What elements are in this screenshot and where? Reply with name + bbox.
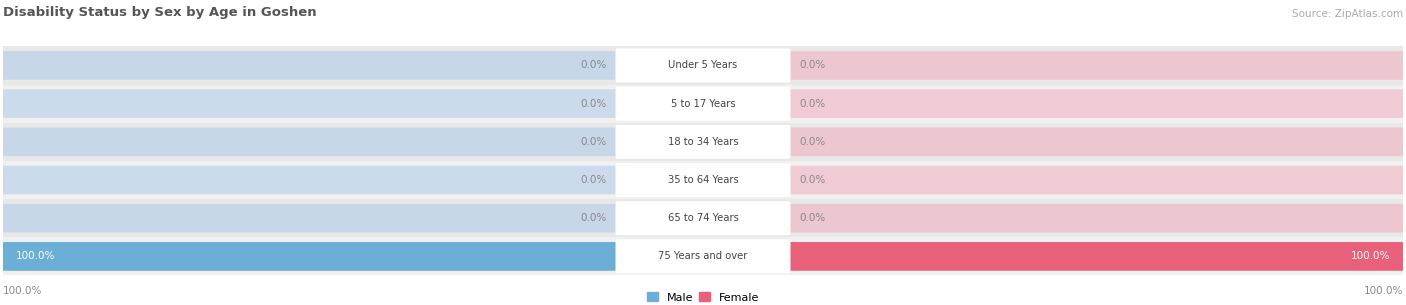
Text: Source: ZipAtlas.com: Source: ZipAtlas.com	[1292, 9, 1403, 19]
Text: Under 5 Years: Under 5 Years	[668, 60, 738, 70]
Text: 0.0%: 0.0%	[800, 60, 825, 70]
FancyBboxPatch shape	[616, 201, 790, 235]
FancyBboxPatch shape	[616, 239, 790, 273]
FancyBboxPatch shape	[789, 127, 1403, 156]
Text: 0.0%: 0.0%	[581, 60, 606, 70]
FancyBboxPatch shape	[616, 125, 790, 159]
Text: 0.0%: 0.0%	[800, 137, 825, 147]
FancyBboxPatch shape	[616, 48, 790, 82]
FancyBboxPatch shape	[789, 242, 1403, 271]
Text: 100.0%: 100.0%	[15, 251, 55, 261]
FancyBboxPatch shape	[3, 242, 617, 271]
Text: 100.0%: 100.0%	[3, 286, 42, 296]
FancyBboxPatch shape	[789, 51, 1403, 80]
Text: 65 to 74 Years: 65 to 74 Years	[668, 213, 738, 223]
FancyBboxPatch shape	[789, 89, 1403, 118]
FancyBboxPatch shape	[789, 242, 1403, 271]
Text: 0.0%: 0.0%	[581, 99, 606, 109]
Text: 75 Years and over: 75 Years and over	[658, 251, 748, 261]
Text: 0.0%: 0.0%	[800, 213, 825, 223]
Text: 18 to 34 Years: 18 to 34 Years	[668, 137, 738, 147]
FancyBboxPatch shape	[3, 204, 617, 232]
Text: 0.0%: 0.0%	[581, 175, 606, 185]
Text: 0.0%: 0.0%	[800, 175, 825, 185]
FancyBboxPatch shape	[789, 166, 1403, 194]
Text: 0.0%: 0.0%	[581, 137, 606, 147]
Text: 5 to 17 Years: 5 to 17 Years	[671, 99, 735, 109]
FancyBboxPatch shape	[3, 166, 617, 194]
FancyBboxPatch shape	[616, 163, 790, 197]
FancyBboxPatch shape	[3, 89, 617, 118]
FancyBboxPatch shape	[3, 51, 617, 80]
FancyBboxPatch shape	[3, 242, 617, 271]
Text: 0.0%: 0.0%	[800, 99, 825, 109]
Text: 35 to 64 Years: 35 to 64 Years	[668, 175, 738, 185]
FancyBboxPatch shape	[616, 87, 790, 120]
Text: 100.0%: 100.0%	[1364, 286, 1403, 296]
FancyBboxPatch shape	[3, 123, 1403, 161]
Text: 0.0%: 0.0%	[581, 213, 606, 223]
FancyBboxPatch shape	[789, 204, 1403, 232]
Text: Disability Status by Sex by Age in Goshen: Disability Status by Sex by Age in Goshe…	[3, 6, 316, 19]
Legend: Male, Female: Male, Female	[647, 292, 759, 303]
FancyBboxPatch shape	[3, 237, 1403, 275]
FancyBboxPatch shape	[3, 161, 1403, 199]
FancyBboxPatch shape	[3, 84, 1403, 123]
FancyBboxPatch shape	[3, 127, 617, 156]
FancyBboxPatch shape	[3, 46, 1403, 84]
Text: 100.0%: 100.0%	[1351, 251, 1391, 261]
FancyBboxPatch shape	[3, 199, 1403, 237]
